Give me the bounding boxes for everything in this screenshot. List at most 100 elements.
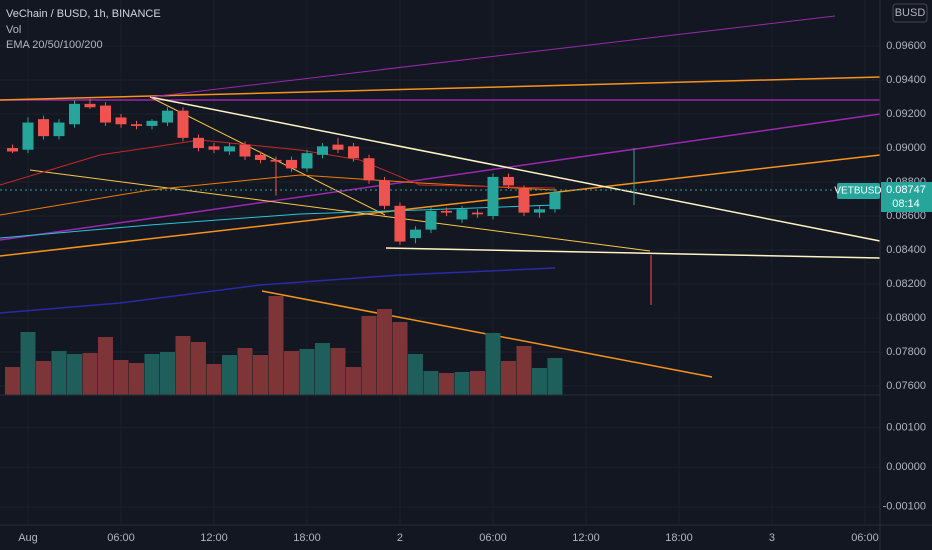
candle-body — [518, 188, 530, 213]
x-tick-label: 12:00 — [200, 532, 228, 544]
candle-body — [161, 110, 173, 123]
y-tick-label: 0.00000 — [886, 461, 926, 473]
y-tick-label: 0.07600 — [886, 380, 926, 392]
volume-bar — [299, 349, 315, 395]
trend-line — [29, 169, 651, 252]
candle-body — [6, 148, 18, 152]
candle-body — [84, 103, 96, 108]
candle-body — [502, 176, 514, 186]
volume-bar — [175, 336, 191, 395]
candle-body — [456, 209, 468, 220]
y-tick-label: 0.00100 — [886, 422, 926, 434]
candles — [4, 98, 563, 395]
candle-body — [208, 146, 220, 150]
y-tick-label: 0.08400 — [886, 244, 926, 256]
volume-bar — [469, 371, 485, 395]
volume-bar — [485, 333, 501, 395]
volume-bar — [531, 368, 547, 395]
ema-line — [0, 267, 556, 314]
volume-bar — [361, 316, 377, 395]
volume-bar — [128, 363, 144, 395]
candle-body — [549, 192, 561, 210]
legend-item: Vol — [6, 24, 21, 36]
volume-bar — [190, 342, 206, 395]
volume-bar — [547, 358, 563, 395]
candle-body — [22, 122, 34, 150]
trend-line — [0, 154, 881, 257]
volume-bar — [392, 322, 408, 395]
volume-bar — [4, 367, 20, 395]
ema-line — [0, 139, 556, 189]
currency-label[interactable]: BUSD — [895, 7, 926, 19]
candle-body — [332, 144, 344, 150]
price-label: 0.08747 — [886, 184, 926, 196]
symbol-tag — [837, 183, 880, 199]
volume-bar — [20, 332, 36, 395]
y-tick-label: 0.09400 — [886, 74, 926, 86]
volume-bar — [283, 351, 299, 395]
trend-line — [385, 247, 881, 259]
trend-line — [0, 76, 881, 101]
x-tick-label: 06:00 — [851, 532, 879, 544]
candle-body — [270, 159, 282, 162]
candle-body — [254, 154, 266, 160]
y-tick-label: 0.08200 — [886, 278, 926, 290]
volume-bar — [159, 352, 175, 395]
volume-bar — [82, 353, 98, 395]
volume-bar — [376, 309, 392, 395]
candle-body — [146, 120, 158, 126]
candle-body — [99, 105, 111, 123]
candle-body — [409, 229, 421, 239]
y-tick-label: 0.08000 — [886, 312, 926, 324]
countdown: 08:14 — [892, 198, 920, 210]
volume-bar — [438, 373, 454, 395]
candle-body — [68, 103, 80, 125]
x-tick-label: 12:00 — [572, 532, 600, 544]
volume-bar — [51, 351, 67, 395]
candle-body — [394, 205, 406, 242]
x-tick-label: 2 — [397, 532, 403, 544]
candle-body — [130, 124, 142, 126]
candle-body — [425, 210, 437, 230]
volume-bar — [268, 296, 284, 395]
candle-body — [223, 146, 235, 152]
candle-body — [347, 146, 359, 159]
volume-bar — [237, 348, 253, 395]
trend-line — [0, 113, 881, 241]
x-tick-label: 06:00 — [479, 532, 507, 544]
candle-body — [301, 153, 313, 169]
volume-bar — [345, 367, 361, 395]
volume-bar — [97, 337, 113, 395]
volume-bar — [35, 361, 51, 395]
volume-bar — [221, 355, 237, 395]
legend-item: EMA 20/50/100/200 — [6, 39, 103, 51]
trend-line — [149, 15, 836, 98]
volume-bar — [454, 372, 470, 395]
candle-body — [378, 180, 390, 206]
x-tick-label: 3 — [769, 532, 775, 544]
candle-body — [177, 110, 189, 138]
ema-line — [0, 174, 556, 216]
ema-line — [0, 204, 556, 239]
candle-body — [53, 122, 65, 137]
currency-button[interactable] — [892, 3, 928, 23]
candle-body — [115, 117, 127, 125]
candle-body — [487, 176, 499, 217]
candle-body — [285, 159, 297, 169]
candle-body — [363, 158, 375, 181]
candle-body — [316, 146, 328, 155]
y-tick-label: -0.00100 — [883, 501, 926, 513]
y-tick-label: 0.09000 — [886, 142, 926, 154]
trend-line — [149, 96, 386, 216]
volume-bar — [516, 346, 532, 395]
candle-body — [239, 144, 251, 157]
volume-bar — [500, 361, 516, 395]
x-tick-label: 18:00 — [293, 532, 321, 544]
symbol-label: VETBUSD — [834, 186, 881, 197]
x-tick-label: 18:00 — [665, 532, 693, 544]
candle-body — [192, 137, 204, 149]
price-tag — [881, 182, 932, 212]
trend-line — [149, 96, 881, 242]
volume-bar — [206, 364, 222, 395]
